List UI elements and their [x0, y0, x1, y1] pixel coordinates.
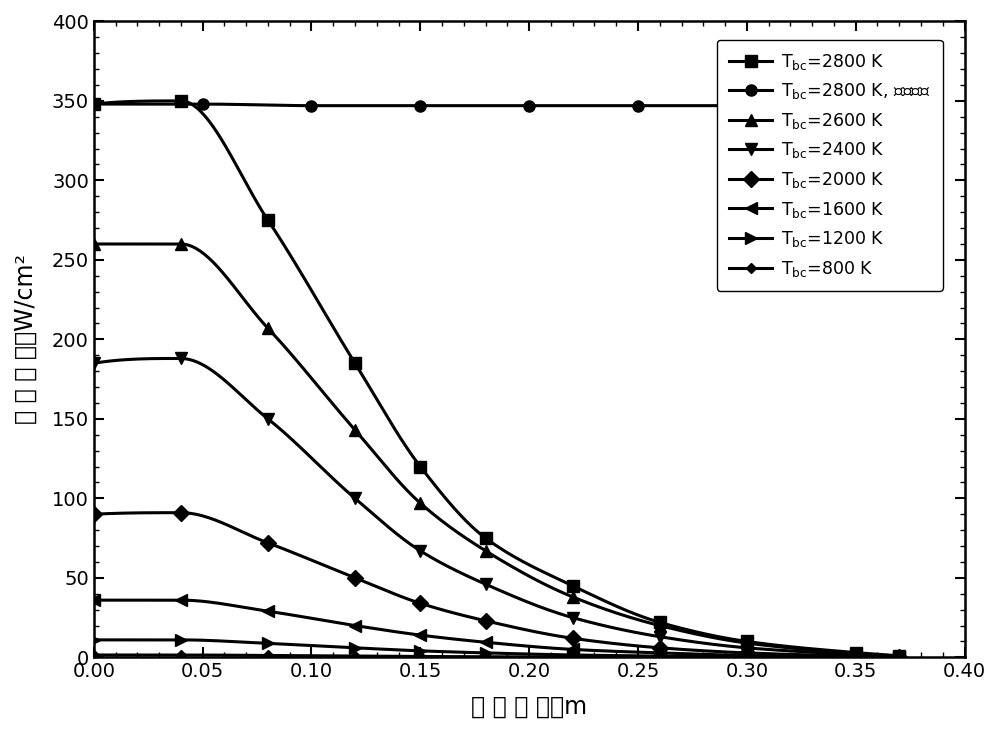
X-axis label: 中 心 距 离，m: 中 心 距 离，m	[471, 695, 587, 719]
Y-axis label: 热 流 密 度，W/cm²: 热 流 密 度，W/cm²	[14, 254, 38, 424]
Legend: $\mathdefault{T_{bc}}$=2800 K, $\mathdefault{T_{bc}}$=2800 K, 理想情况, $\mathdefaul: $\mathdefault{T_{bc}}$=2800 K, $\mathdef…	[717, 40, 943, 291]
